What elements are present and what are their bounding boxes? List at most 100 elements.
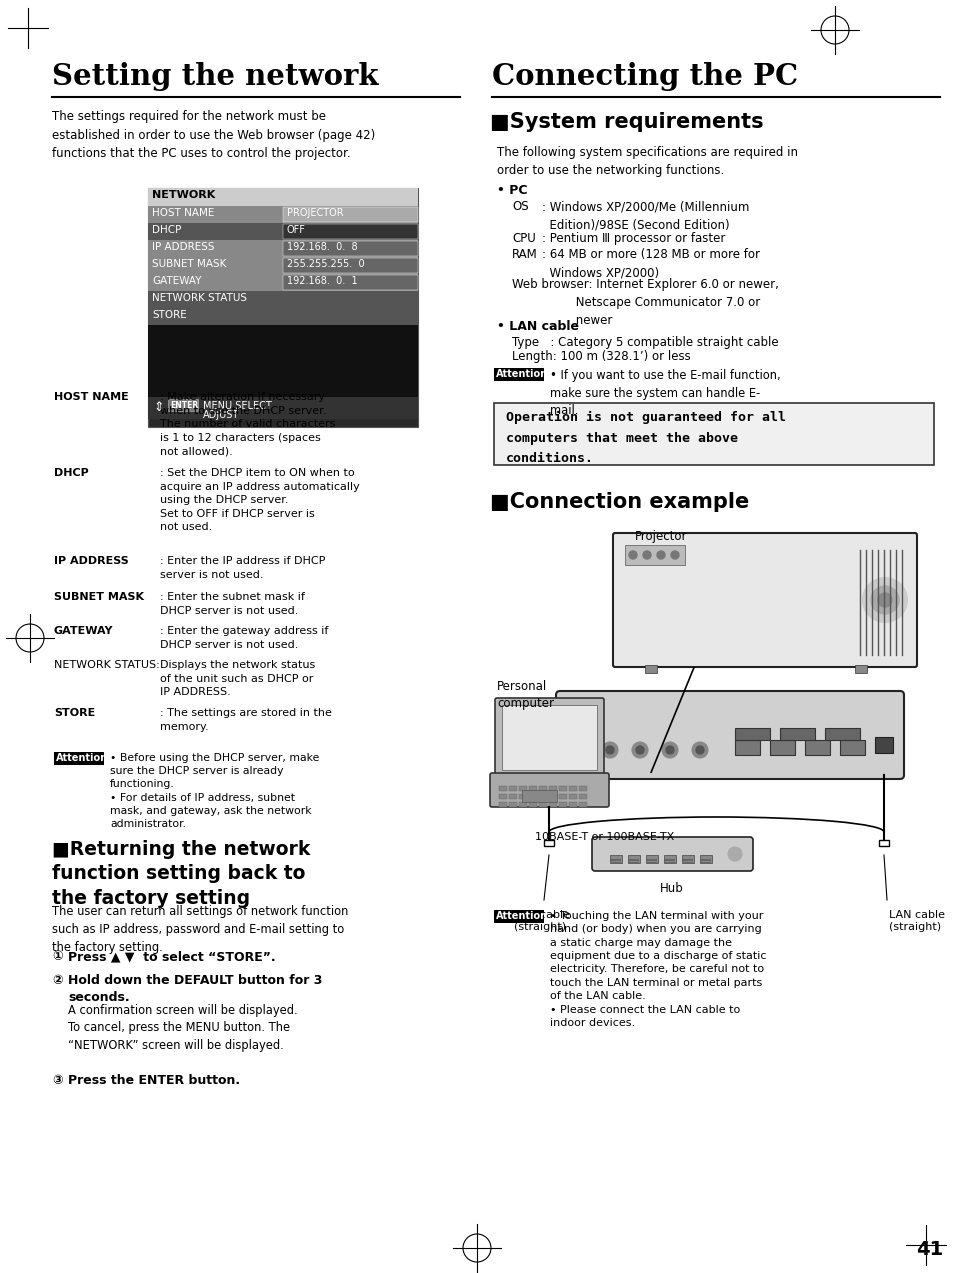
Text: Personal
computer: Personal computer bbox=[497, 680, 554, 710]
Text: IP ADDRESS: IP ADDRESS bbox=[54, 556, 129, 566]
Text: Attention: Attention bbox=[496, 369, 548, 379]
Circle shape bbox=[576, 746, 583, 754]
Text: SUBNET MASK: SUBNET MASK bbox=[152, 258, 226, 269]
Text: ADJUST: ADJUST bbox=[203, 410, 239, 420]
Text: Attention: Attention bbox=[496, 911, 548, 920]
Text: NETWORK STATUS: NETWORK STATUS bbox=[152, 293, 247, 303]
Bar bbox=[578, 802, 586, 807]
Bar bbox=[518, 802, 526, 807]
FancyBboxPatch shape bbox=[556, 691, 903, 779]
Circle shape bbox=[877, 593, 891, 607]
Text: • If you want to use the E-mail function,
make sure the system can handle E-
mai: • If you want to use the E-mail function… bbox=[550, 369, 780, 418]
Bar bbox=[498, 794, 506, 799]
Bar bbox=[283, 275, 417, 290]
Bar bbox=[148, 274, 417, 292]
Bar bbox=[148, 325, 417, 397]
Text: The user can return all settings of network function
such as IP address, passwor: The user can return all settings of netw… bbox=[52, 905, 348, 953]
Text: LAN cable
(straight): LAN cable (straight) bbox=[888, 910, 944, 932]
Circle shape bbox=[665, 746, 673, 754]
Text: STORE: STORE bbox=[152, 311, 187, 320]
Text: Projector: Projector bbox=[635, 530, 687, 544]
FancyBboxPatch shape bbox=[613, 533, 916, 667]
Bar bbox=[609, 855, 621, 863]
Bar bbox=[148, 188, 417, 206]
Bar bbox=[548, 802, 557, 807]
Bar bbox=[529, 785, 537, 791]
Text: : Windows XP/2000/Me (Millennium
  Edition)/98SE (Second Edition): : Windows XP/2000/Me (Millennium Edition… bbox=[541, 200, 749, 230]
Text: ①: ① bbox=[52, 950, 63, 962]
Bar bbox=[568, 794, 577, 799]
Circle shape bbox=[727, 847, 741, 861]
Bar bbox=[509, 785, 517, 791]
Bar bbox=[682, 859, 692, 861]
Bar bbox=[610, 862, 620, 864]
Circle shape bbox=[605, 746, 614, 754]
Text: NETWORK STATUS:: NETWORK STATUS: bbox=[54, 659, 159, 670]
Bar bbox=[509, 794, 517, 799]
Bar bbox=[494, 368, 543, 381]
Circle shape bbox=[862, 578, 906, 622]
FancyBboxPatch shape bbox=[495, 698, 603, 777]
Bar bbox=[840, 740, 864, 755]
Circle shape bbox=[636, 746, 643, 754]
Text: ③: ③ bbox=[52, 1074, 63, 1087]
Circle shape bbox=[642, 551, 650, 559]
Bar bbox=[494, 404, 933, 465]
Text: Operation is not guaranteed for all
computers that meet the above
conditions.: Operation is not guaranteed for all comp… bbox=[505, 411, 785, 465]
Bar bbox=[628, 859, 639, 861]
Bar bbox=[769, 740, 794, 755]
Bar bbox=[168, 398, 198, 411]
Bar bbox=[148, 241, 417, 257]
Bar bbox=[578, 785, 586, 791]
Bar bbox=[54, 752, 104, 765]
Bar bbox=[568, 802, 577, 807]
Bar bbox=[700, 855, 711, 863]
Text: Attention: Attention bbox=[56, 754, 108, 763]
Bar bbox=[663, 855, 676, 863]
Text: : 64 MB or more (128 MB or more for
  Windows XP/2000): : 64 MB or more (128 MB or more for Wind… bbox=[541, 248, 760, 279]
Bar bbox=[494, 910, 543, 923]
Bar bbox=[518, 794, 526, 799]
Text: Length: 100 m (328.1’) or less: Length: 100 m (328.1’) or less bbox=[512, 350, 690, 363]
Text: : Enter the gateway address if
DHCP server is not used.: : Enter the gateway address if DHCP serv… bbox=[160, 626, 328, 649]
Bar bbox=[878, 840, 888, 847]
Text: 192.168.  0.  1: 192.168. 0. 1 bbox=[287, 276, 357, 286]
FancyBboxPatch shape bbox=[490, 773, 608, 807]
Bar bbox=[538, 794, 546, 799]
Bar bbox=[804, 740, 829, 755]
Bar bbox=[568, 785, 577, 791]
Bar bbox=[644, 665, 657, 673]
Text: Connecting the PC: Connecting the PC bbox=[492, 62, 798, 90]
Bar bbox=[664, 859, 675, 861]
Bar bbox=[824, 728, 859, 740]
Bar bbox=[610, 859, 620, 861]
Bar bbox=[148, 223, 417, 241]
Bar bbox=[509, 802, 517, 807]
Circle shape bbox=[670, 551, 679, 559]
Text: : Pentium Ⅲ processor or faster: : Pentium Ⅲ processor or faster bbox=[541, 232, 724, 244]
Text: DHCP: DHCP bbox=[54, 468, 89, 477]
Bar bbox=[874, 737, 892, 754]
Text: : Set the DHCP item to ON when to
acquire an IP address automatically
using the : : Set the DHCP item to ON when to acquir… bbox=[160, 468, 359, 532]
Text: 192.168.  0.  8: 192.168. 0. 8 bbox=[287, 242, 357, 252]
Text: DHCP: DHCP bbox=[152, 225, 181, 236]
Circle shape bbox=[628, 551, 637, 559]
Text: ■System requirements: ■System requirements bbox=[490, 112, 762, 132]
Bar bbox=[521, 791, 557, 802]
Text: IP ADDRESS: IP ADDRESS bbox=[152, 242, 214, 252]
Bar bbox=[538, 785, 546, 791]
Text: • PC: • PC bbox=[497, 185, 527, 197]
Text: PROJECTOR: PROJECTOR bbox=[287, 207, 343, 218]
Text: : Make alteration if necessary
when to use the DHCP server.
The number of valid : : Make alteration if necessary when to u… bbox=[160, 392, 335, 457]
Bar bbox=[548, 794, 557, 799]
Bar bbox=[627, 855, 639, 863]
Bar bbox=[283, 241, 417, 256]
Bar bbox=[148, 308, 417, 325]
Text: HOST NAME: HOST NAME bbox=[152, 207, 214, 218]
Bar bbox=[283, 207, 417, 222]
Circle shape bbox=[631, 742, 647, 757]
Bar bbox=[283, 224, 417, 239]
Text: The settings required for the network must be
established in order to use the We: The settings required for the network mu… bbox=[52, 109, 375, 160]
Text: ■Connection example: ■Connection example bbox=[490, 491, 748, 512]
Bar bbox=[854, 665, 866, 673]
